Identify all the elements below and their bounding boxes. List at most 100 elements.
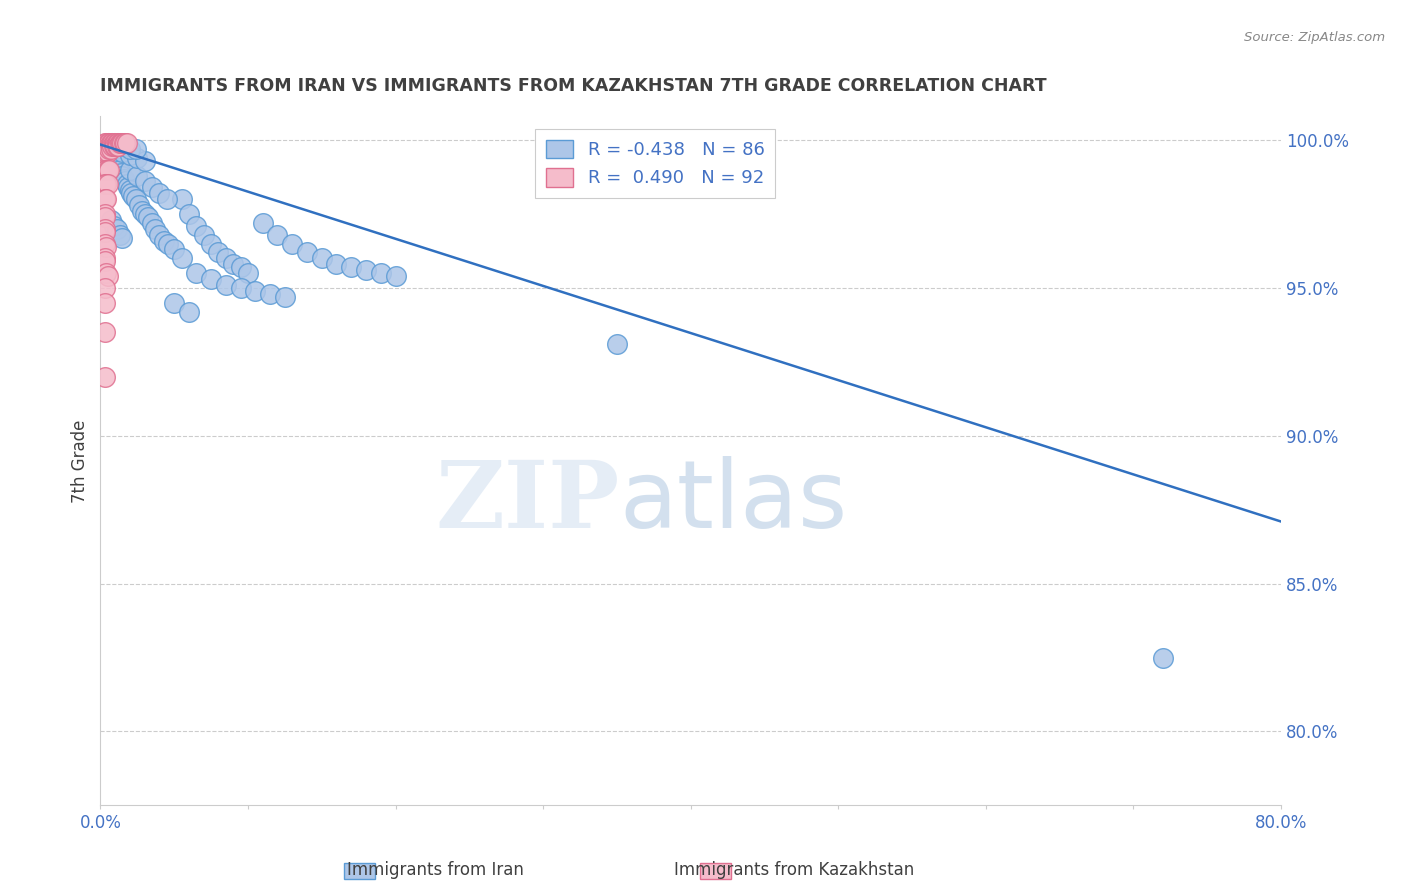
Point	[97, 142, 120, 156]
Point	[134, 207, 156, 221]
Point	[98, 139, 121, 153]
Point	[606, 337, 628, 351]
Point	[108, 227, 131, 242]
Point	[127, 169, 149, 183]
Text: ZIP: ZIP	[436, 458, 620, 548]
Point	[112, 171, 135, 186]
Point	[118, 148, 141, 162]
Point	[97, 136, 120, 150]
Point	[103, 219, 125, 233]
Point	[108, 162, 131, 177]
Point	[131, 204, 153, 219]
Point	[94, 281, 117, 295]
Point	[229, 281, 252, 295]
Point	[325, 257, 347, 271]
Point	[96, 136, 118, 150]
Text: atlas: atlas	[620, 456, 848, 549]
Point	[94, 252, 117, 266]
Point	[96, 139, 118, 153]
Point	[101, 139, 124, 153]
Point	[117, 180, 139, 194]
Point	[96, 145, 118, 159]
Point	[295, 245, 318, 260]
Point	[94, 139, 117, 153]
Point	[170, 252, 193, 266]
Point	[125, 192, 148, 206]
Point	[108, 136, 131, 150]
Point	[274, 290, 297, 304]
Point	[112, 139, 135, 153]
Point	[94, 326, 117, 340]
Point	[103, 139, 125, 153]
Point	[111, 169, 134, 183]
Point	[118, 142, 141, 156]
Point	[94, 162, 117, 177]
Point	[105, 222, 128, 236]
Point	[222, 257, 245, 271]
Point	[153, 234, 176, 248]
Point	[100, 139, 122, 153]
Point	[97, 162, 120, 177]
Point	[98, 142, 121, 156]
Legend: R = -0.438   N = 86, R =  0.490   N = 92: R = -0.438 N = 86, R = 0.490 N = 92	[536, 129, 775, 198]
Point	[94, 210, 117, 224]
Point	[120, 186, 142, 201]
Point	[252, 216, 274, 230]
Point	[94, 222, 117, 236]
Point	[105, 136, 128, 150]
Point	[200, 272, 222, 286]
Point	[259, 286, 281, 301]
Point	[354, 263, 377, 277]
Point	[94, 225, 117, 239]
Point	[125, 142, 148, 156]
Point	[94, 192, 117, 206]
Point	[121, 189, 143, 203]
Point	[100, 142, 122, 156]
Point	[118, 162, 141, 177]
Point	[156, 192, 179, 206]
Point	[97, 139, 120, 153]
Point	[115, 178, 138, 192]
Point	[148, 186, 170, 201]
Point	[245, 284, 267, 298]
Point	[100, 148, 122, 162]
Point	[107, 136, 129, 150]
Point	[98, 145, 121, 159]
Point	[134, 174, 156, 188]
Point	[111, 230, 134, 244]
Point	[96, 142, 118, 156]
Point	[111, 136, 134, 150]
Point	[94, 178, 117, 192]
Point	[177, 304, 200, 318]
Point	[236, 266, 259, 280]
Point	[101, 151, 124, 165]
Point	[94, 254, 117, 268]
Text: IMMIGRANTS FROM IRAN VS IMMIGRANTS FROM KAZAKHSTAN 7TH GRADE CORRELATION CHART: IMMIGRANTS FROM IRAN VS IMMIGRANTS FROM …	[100, 78, 1047, 95]
Point	[163, 295, 186, 310]
Point	[104, 136, 127, 150]
Point	[118, 183, 141, 197]
Point	[110, 136, 132, 150]
Point	[281, 236, 304, 251]
Point	[97, 269, 120, 284]
Text: Immigrants from Kazakhstan: Immigrants from Kazakhstan	[675, 861, 914, 879]
Point	[100, 136, 122, 150]
Point	[1152, 650, 1174, 665]
Point	[136, 210, 159, 224]
Point	[105, 139, 128, 153]
Point	[98, 162, 121, 177]
Point	[186, 266, 208, 280]
Point	[94, 295, 117, 310]
Text: Immigrants from Iran: Immigrants from Iran	[347, 861, 524, 879]
Point	[97, 142, 120, 156]
Point	[266, 227, 288, 242]
Point	[100, 213, 122, 227]
Point	[107, 139, 129, 153]
Point	[193, 227, 215, 242]
Point	[105, 157, 128, 171]
Point	[384, 269, 406, 284]
Point	[311, 252, 333, 266]
Point	[94, 136, 117, 150]
Point	[96, 139, 118, 153]
Point	[134, 153, 156, 168]
